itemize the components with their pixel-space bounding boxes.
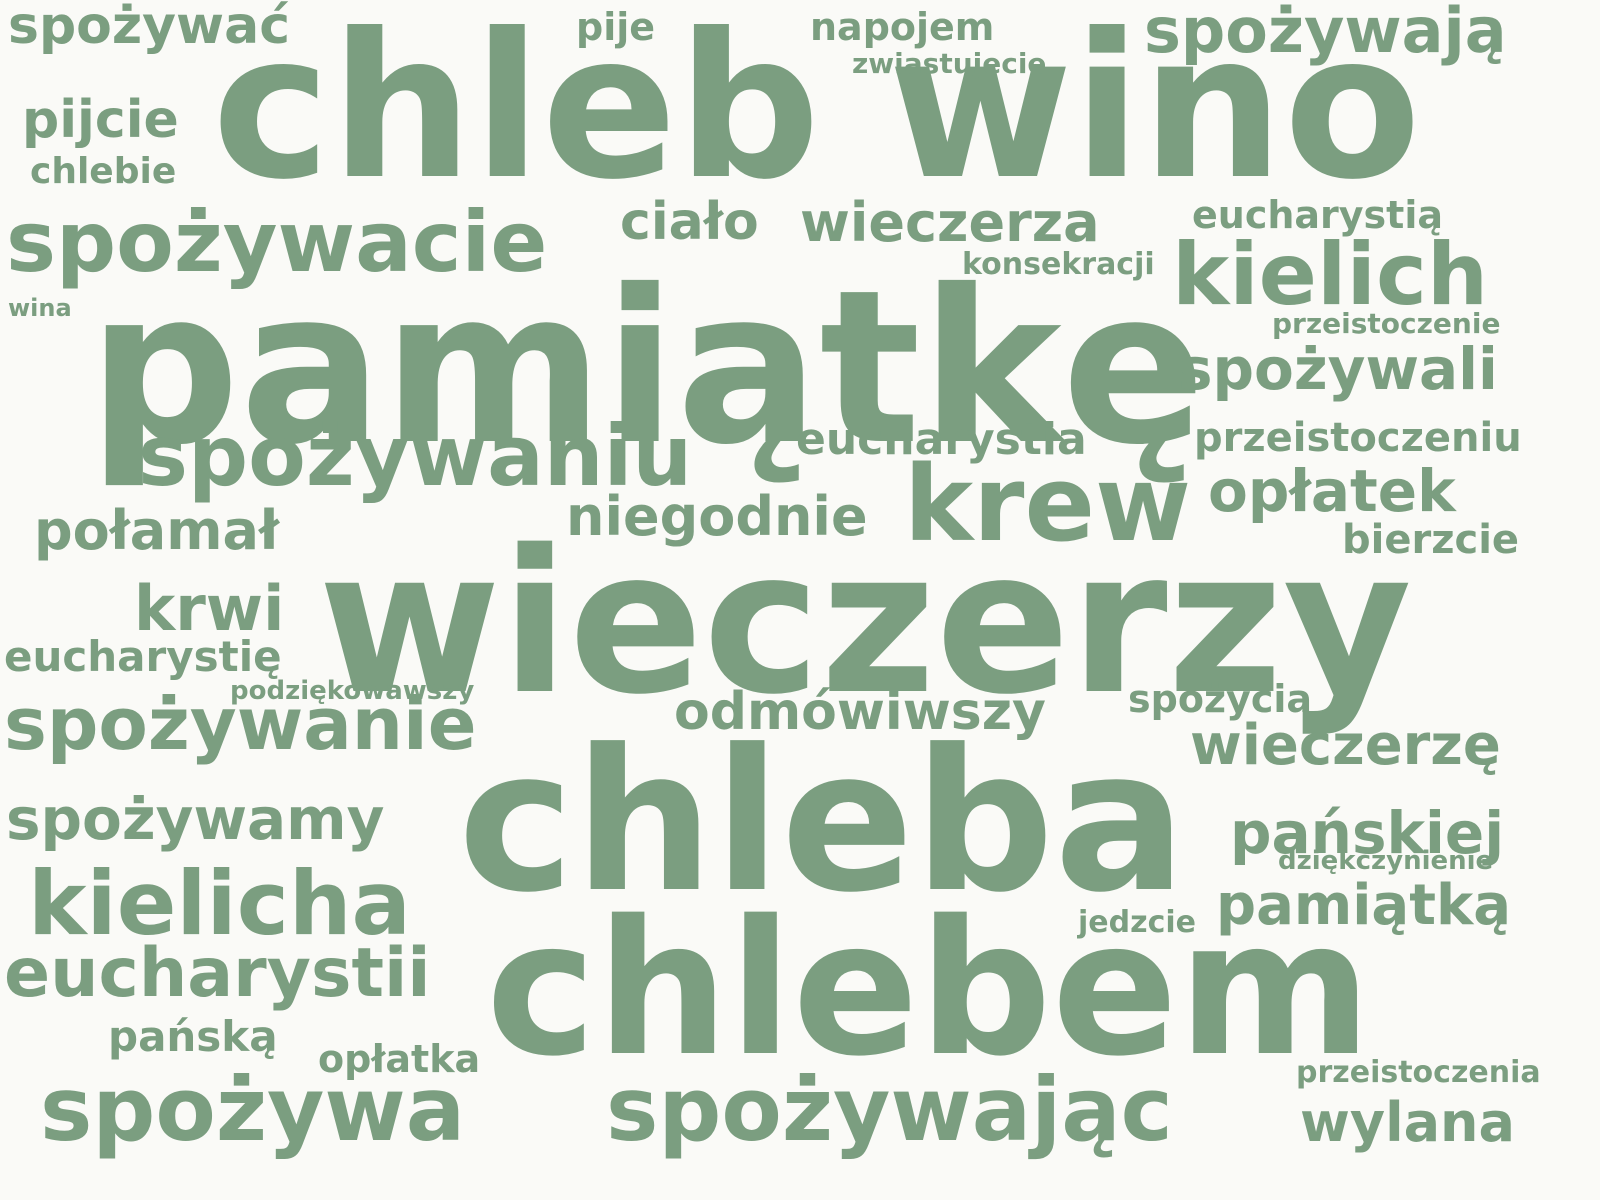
word-eucharystie: eucharystię [4, 632, 282, 681]
word-napojem: napojem [810, 5, 995, 49]
word-pamiatke: pamiątkę [88, 244, 1206, 491]
word-chleb: chleb [212, 0, 821, 224]
word-wieczerze: wieczerzę [1190, 713, 1501, 778]
word-spozywac: spożywać [8, 0, 291, 56]
word-pamiatka: pamiątką [1216, 873, 1512, 938]
word-dziekczynienie: dziękczynienie [1278, 846, 1494, 876]
word-pijcie: pijcie [22, 90, 179, 150]
word-przeistoczenie: przeistoczenie [1272, 307, 1501, 340]
word-spozywaniu: spożywaniu [138, 407, 693, 505]
word-podziekowawszy: podziękowawszy [230, 676, 475, 706]
word-wieczerza: wieczerza [800, 191, 1100, 254]
word-spozycia: spożycia [1128, 677, 1313, 721]
word-bierzcie: bierzcie [1342, 517, 1520, 563]
word-cialo: ciało [620, 192, 759, 252]
word-spozywajac: spożywając [606, 1058, 1173, 1161]
word-spozywali: spożywali [1178, 335, 1498, 403]
word-kielich: kielich [1172, 225, 1489, 325]
word-panskiej: pańskiej [1230, 799, 1505, 867]
word-kielicha: kielicha [28, 852, 411, 955]
word-konsekracji: konsekracji [962, 247, 1155, 282]
word-spozywacie: spożywacie [6, 193, 548, 291]
word-eucharystii: eucharystii [4, 934, 431, 1013]
word-wieczerzy: wieczerzy [318, 507, 1412, 738]
word-pije: pije [576, 5, 656, 49]
word-spozywa: spożywa [40, 1058, 466, 1161]
word-eucharystia2: eucharystią [1192, 193, 1444, 237]
word-wina: wina [8, 294, 72, 322]
word-wylana: wylana [1300, 1091, 1515, 1154]
word-oplatek: opłatek [1208, 457, 1456, 525]
word-odmowiwszy: odmówiwszy [674, 682, 1046, 742]
word-spozywamy: spożywamy [6, 785, 385, 853]
word-krwi: krwi [134, 572, 285, 645]
word-pansk: pańską [108, 1012, 278, 1061]
word-niegodnie: niegodnie [566, 485, 868, 548]
word-polamal: połamał [34, 499, 279, 562]
word-przeistoczenia: przeistoczenia [1296, 1055, 1541, 1090]
word-jedzcie: jedzcie [1078, 905, 1196, 940]
word-eucharystia: eucharystia [796, 414, 1087, 465]
word-krew: krew [904, 443, 1192, 565]
word-zwiastujecie: zwiastujecie [852, 47, 1047, 80]
word-spozywanie: spożywanie [4, 682, 477, 766]
word-spozywaja: spożywają [1144, 0, 1507, 67]
word-oplatka: opłatka [318, 1037, 481, 1081]
word-chlebie: chlebie [30, 151, 177, 192]
word-chleba: chleba [458, 708, 1187, 936]
word-przeistoczeniu: przeistoczeniu [1194, 415, 1522, 461]
word-chlebem: chlebem [486, 880, 1372, 1097]
word-wino: wino [888, 0, 1422, 224]
